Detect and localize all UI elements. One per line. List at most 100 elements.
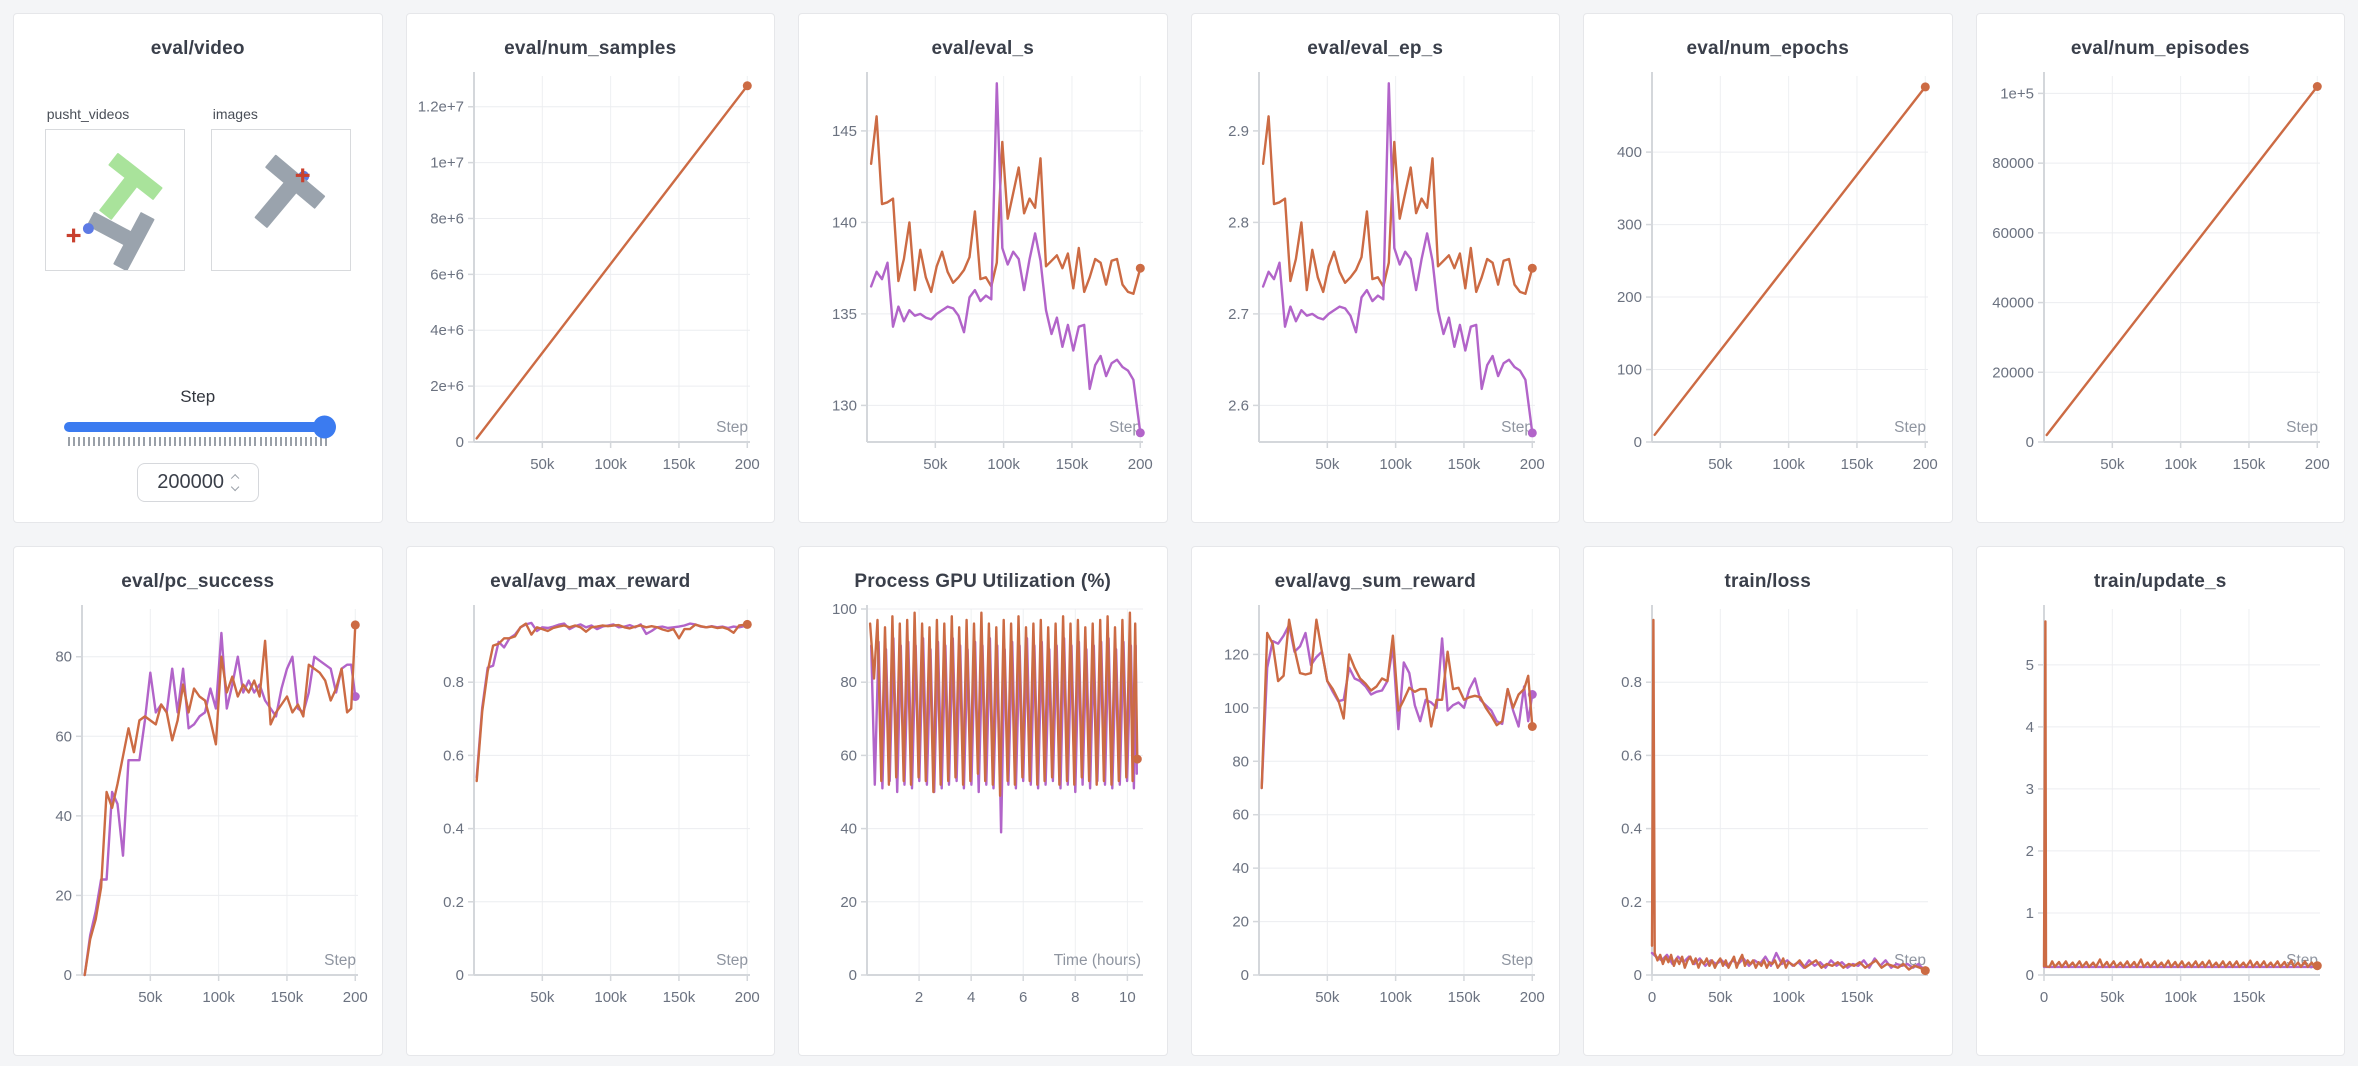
ruler-tick xyxy=(254,437,257,446)
ruler-tick xyxy=(143,437,146,446)
y-tick-label: 0 xyxy=(456,967,464,984)
chart-canvas[interactable]: 50k 100k 150k 200 0 20000 40000 60000 80000 1e+5 S… xyxy=(1988,64,2332,494)
decrement-icon[interactable] xyxy=(230,482,240,492)
ruler-tick xyxy=(153,437,156,446)
chart-canvas[interactable]: 50k 100k 150k 200 0 20 40 60 80 100 120 Step xyxy=(1203,597,1547,1027)
x-tick-label: 100k xyxy=(1772,989,1805,1006)
x-tick-label: 150k xyxy=(663,989,696,1006)
x-tick-label: 0 xyxy=(2040,989,2048,1006)
chart-panel-eval-num-samples: eval/num_samples 50k 100k 150k 200 0 2e+6 4e+6 6… xyxy=(405,13,775,523)
ruler-tick xyxy=(304,437,307,446)
x-tick-label: 200 xyxy=(343,989,368,1006)
series-line-orange-run xyxy=(869,115,1142,296)
goal-cross xyxy=(295,168,310,183)
y-tick-label: 4 xyxy=(2026,719,2034,736)
y-tick-label: 0.8 xyxy=(1621,674,1642,691)
x-tick-label: 50k xyxy=(530,989,555,1006)
x-tick-label: 150k xyxy=(1840,989,1873,1006)
ruler-tick xyxy=(92,437,95,446)
x-tick-label: 100k xyxy=(987,456,1020,473)
y-tick-label: 80 xyxy=(840,674,857,691)
ruler-tick xyxy=(284,437,287,446)
y-tick-label: 300 xyxy=(1617,217,1642,234)
x-tick-label: 100k xyxy=(595,989,628,1006)
chart-canvas[interactable]: 50k 100k 150k 200 0 20 40 60 80 Step xyxy=(26,597,370,1027)
series-line-purple-run xyxy=(869,82,1142,434)
ruler-tick xyxy=(98,437,101,446)
x-tick-label: 100k xyxy=(595,456,628,473)
step-slider[interactable] xyxy=(63,415,336,446)
x-tick-label: 200 xyxy=(1913,456,1938,473)
y-tick-label: 40 xyxy=(1233,860,1250,877)
x-axis-label: Step xyxy=(1501,419,1533,436)
chart-canvas[interactable]: 50k 100k 150k 200 0 2e+6 4e+6 6e+6 8e+6 1e+7 1.2e+… xyxy=(418,64,762,494)
slider-handle[interactable] xyxy=(312,415,336,439)
x-tick-label: 200 xyxy=(735,989,760,1006)
y-tick-label: 40 xyxy=(840,821,857,838)
chart-panel-train-update-s: train/update_s 0 50k 100k 150k 0 1 2 3 4 5 Step xyxy=(1975,546,2345,1056)
slider-track[interactable] xyxy=(63,415,336,439)
y-tick-label: 40 xyxy=(55,808,72,825)
chart-panel-eval-avg-sum-reward: eval/avg_sum_reward 50k 100k 150k 200 0 20 40 60… xyxy=(1190,546,1560,1056)
ruler-tick xyxy=(113,437,116,446)
series-line-orange-run xyxy=(1653,85,1927,436)
y-tick-label: 145 xyxy=(832,123,857,140)
x-tick-label: 50k xyxy=(1708,456,1733,473)
media-panel-eval-video: eval/video pusht_videos xyxy=(13,13,383,523)
ruler-tick xyxy=(168,437,171,446)
chart-canvas[interactable]: 50k 100k 150k 200 2.6 2.7 2.8 2.9 Step xyxy=(1203,64,1547,494)
y-tick-label: 0.6 xyxy=(443,747,464,764)
series-line-orange-run xyxy=(475,622,749,783)
increment-icon[interactable] xyxy=(230,473,240,483)
chart-canvas[interactable]: 50k 100k 150k 200 0 0.2 0.4 0.6 0.8 Step xyxy=(418,597,762,1027)
series-endpoint-purple-run xyxy=(1528,428,1538,438)
ruler-tick xyxy=(87,437,90,446)
ruler-tick xyxy=(249,437,252,446)
x-axis-label: Step xyxy=(1109,419,1141,436)
chart-title: eval/num_episodes xyxy=(2070,38,2250,59)
chart-canvas[interactable]: 50k 100k 150k 200 0 100 200 300 400 Step xyxy=(1596,64,1940,494)
agent-dot xyxy=(82,223,94,235)
y-tick-label: 80 xyxy=(1233,753,1250,770)
y-tick-label: 60000 xyxy=(1993,225,2035,242)
series-line-orange-run xyxy=(1262,115,1534,296)
images-thumbnail[interactable] xyxy=(210,129,351,271)
y-tick-label: 80000 xyxy=(1993,155,2035,172)
ruler-tick xyxy=(209,437,212,446)
x-tick-label: 150k xyxy=(1448,456,1481,473)
y-tick-label: 400 xyxy=(1617,144,1642,161)
y-tick-label: 100 xyxy=(832,601,857,618)
series-endpoint-orange-run xyxy=(350,620,360,630)
chart-panel-eval-pc-success: eval/pc_success 50k 100k 150k 200 0 20 40 60 80 St… xyxy=(13,546,383,1056)
pusht-video-thumbnail[interactable] xyxy=(44,129,185,271)
media-label: pusht_videos xyxy=(46,106,130,122)
y-tick-label: 0.4 xyxy=(1621,821,1642,838)
goal-cross xyxy=(66,228,81,243)
y-tick-label: 40000 xyxy=(1993,295,2035,312)
ruler-tick xyxy=(158,437,161,446)
y-tick-label: 0 xyxy=(1241,967,1249,984)
y-tick-label: 0.2 xyxy=(443,894,464,911)
x-tick-label: 50k xyxy=(138,989,163,1006)
step-value[interactable]: 200000 xyxy=(157,471,225,493)
y-tick-label: 60 xyxy=(55,728,72,745)
ruler-tick xyxy=(299,437,302,446)
x-tick-label: 200 xyxy=(1520,456,1545,473)
x-axis-label: Step xyxy=(1501,952,1533,969)
series-line-orange-run xyxy=(475,84,749,440)
ruler-tick xyxy=(315,437,318,446)
y-tick-label: 2.8 xyxy=(1228,214,1249,231)
x-tick-label: 4 xyxy=(967,989,975,1006)
x-tick-label: 200 xyxy=(2305,456,2330,473)
series-line-orange-run xyxy=(2045,85,2319,437)
y-tick-label: 4e+6 xyxy=(430,322,464,339)
y-tick-label: 6e+6 xyxy=(430,266,464,283)
chart-canvas[interactable]: 50k 100k 150k 200 130 135 140 145 Step xyxy=(811,64,1155,494)
ruler-tick xyxy=(82,437,85,446)
step-control: Step 200000 xyxy=(14,387,382,502)
step-input[interactable]: 200000 xyxy=(136,463,259,502)
x-tick-label: 150k xyxy=(2233,989,2266,1006)
